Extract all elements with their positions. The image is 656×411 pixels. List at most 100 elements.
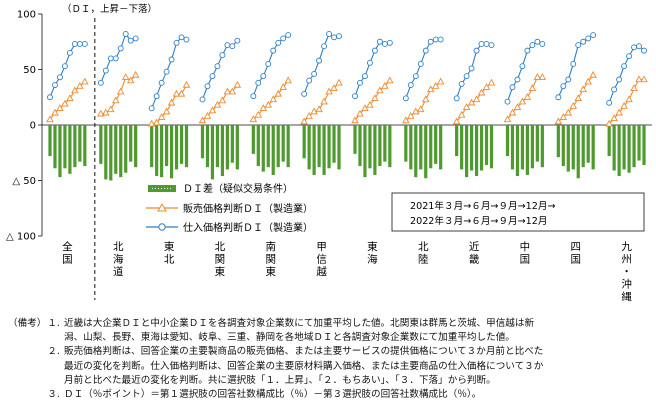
di-bar bbox=[155, 125, 159, 177]
di-bar bbox=[302, 125, 306, 159]
di-bar bbox=[388, 125, 392, 168]
di-bar bbox=[383, 125, 387, 162]
sales-price-point bbox=[254, 110, 263, 118]
input-price-point bbox=[606, 99, 613, 106]
sales-price-point bbox=[371, 94, 379, 102]
note-text: 近畿は大企業ＤＩと中小企業ＤＩを各調査対象企業数にて加重平均した値。北関東は群馬… bbox=[64, 317, 652, 345]
di-bar bbox=[363, 125, 367, 178]
price-lines bbox=[46, 31, 648, 127]
sales-price-point bbox=[452, 117, 461, 125]
sales-price-point bbox=[376, 86, 384, 94]
di-bar bbox=[429, 125, 433, 169]
sales-price-point bbox=[407, 111, 415, 119]
di-bar bbox=[540, 125, 544, 168]
input-price-point bbox=[326, 31, 332, 37]
di-bar bbox=[174, 125, 179, 170]
region-label-char: 国 bbox=[62, 254, 73, 266]
region-label-char: 海 bbox=[367, 253, 378, 266]
di-bar bbox=[465, 125, 469, 178]
region-label-char: 甲 bbox=[316, 241, 327, 253]
input-price-point bbox=[371, 47, 378, 54]
note-item-3: ３. ＤＩ（％ポイント）＝第１選択肢の回答社数構成比（％）－第３選択肢の回答社数… bbox=[8, 388, 652, 402]
sales-price-point bbox=[528, 84, 537, 92]
input-price-point bbox=[504, 98, 511, 105]
di-bar bbox=[230, 125, 234, 163]
sales-price-point bbox=[569, 102, 578, 109]
sales-price-point bbox=[538, 73, 547, 80]
sales-price-point bbox=[564, 108, 573, 116]
sales-price-point bbox=[46, 115, 54, 123]
di-bar bbox=[368, 125, 372, 169]
di-bar bbox=[404, 125, 408, 162]
region-label-char: 関 bbox=[215, 254, 226, 266]
input-price-point bbox=[265, 61, 272, 67]
di-bar bbox=[460, 125, 464, 170]
input-price-point bbox=[260, 73, 267, 80]
di-bar bbox=[114, 125, 118, 174]
input-price-point bbox=[275, 39, 282, 46]
di-bar bbox=[515, 125, 520, 177]
sales-price-point bbox=[208, 106, 217, 114]
note-line: ＤＩ（％ポイント）＝第１選択肢の回答社数構成比（％）－第３選択肢の回答社数構成比… bbox=[64, 389, 482, 401]
sales-price-point bbox=[635, 75, 643, 83]
input-price-point bbox=[168, 56, 175, 63]
sales-price-point bbox=[81, 77, 89, 85]
di-bar bbox=[327, 125, 331, 169]
input-price-point bbox=[301, 90, 308, 97]
di-bar bbox=[373, 125, 377, 175]
input-price-point bbox=[565, 76, 572, 83]
sales-price-point bbox=[426, 85, 435, 93]
input-price-point bbox=[163, 68, 170, 75]
di-bar bbox=[525, 125, 530, 175]
input-price-point bbox=[57, 74, 63, 81]
note-line: 近畿は大企業ＤＩと中小企業ＤＩを各調査対象企業数にて加重平均した値。北関東は群馬… bbox=[64, 318, 535, 329]
di-bar bbox=[332, 125, 336, 163]
di-bar bbox=[469, 125, 474, 171]
input-price-point bbox=[407, 82, 414, 88]
legend-sales-marker bbox=[157, 202, 167, 212]
di-bar bbox=[530, 125, 534, 169]
input-price-point bbox=[224, 42, 231, 49]
di-bar bbox=[637, 125, 641, 161]
di-bar bbox=[607, 125, 611, 157]
di-bar bbox=[586, 125, 590, 163]
di-bar bbox=[68, 125, 72, 174]
input-price-point bbox=[204, 83, 211, 90]
sales-price-point bbox=[589, 70, 597, 78]
input-price-point bbox=[107, 55, 114, 62]
di-bar bbox=[576, 125, 580, 179]
sales-price-point bbox=[518, 97, 527, 105]
sales-price-point bbox=[71, 86, 79, 94]
di-bar bbox=[129, 125, 133, 162]
y-tick-label: △ 100 bbox=[6, 232, 36, 243]
di-bar bbox=[215, 125, 220, 168]
input-price-point bbox=[514, 76, 521, 83]
sales-price-point bbox=[416, 105, 425, 113]
note-text: 販売価格判断は、回答企業の主要製商品の販売価格、または主要サービスの提供価格につ… bbox=[64, 345, 652, 388]
input-price-point bbox=[453, 95, 460, 102]
di-bar bbox=[612, 125, 616, 171]
region-label-char: 四 bbox=[571, 241, 582, 253]
input-price-point bbox=[473, 47, 480, 54]
note-line: 販売価格判断は、回答企業の主要製商品の販売価格、または主要サービスの提供価格につ… bbox=[64, 346, 544, 358]
di-bar bbox=[210, 125, 215, 180]
di-bar bbox=[261, 125, 265, 172]
sales-price-point bbox=[249, 115, 258, 123]
di-bar bbox=[414, 125, 418, 178]
sales-price-point bbox=[467, 98, 476, 106]
di-bar bbox=[520, 125, 525, 170]
input-price-point bbox=[376, 38, 383, 45]
input-price-point bbox=[422, 47, 429, 54]
input-price-point bbox=[316, 57, 323, 64]
note-number: ２. bbox=[47, 346, 60, 358]
region-label-char: 国 bbox=[520, 254, 531, 266]
sales-price-point bbox=[462, 103, 471, 110]
di-bar bbox=[164, 125, 169, 167]
region-label-char: 北 bbox=[113, 241, 124, 253]
note-number: １. bbox=[47, 318, 60, 329]
input-price-point bbox=[458, 80, 465, 87]
sales-price-point bbox=[213, 100, 222, 108]
input-price-point bbox=[219, 52, 226, 59]
region-label-char: 関 bbox=[266, 254, 277, 266]
